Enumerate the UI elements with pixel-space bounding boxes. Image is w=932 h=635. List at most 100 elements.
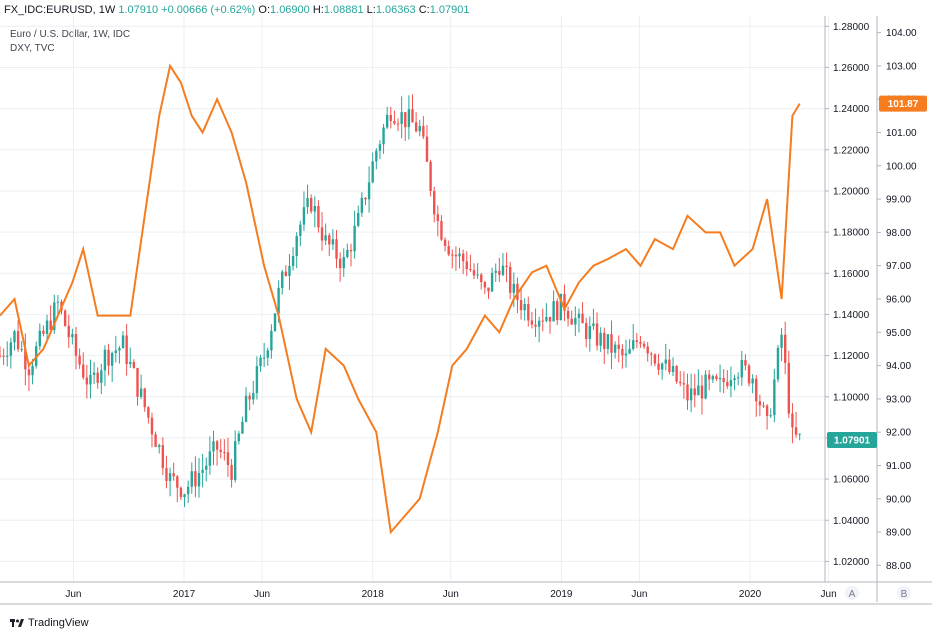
candle xyxy=(259,354,262,372)
candle xyxy=(418,119,421,137)
candle xyxy=(226,437,230,477)
candle xyxy=(375,148,378,170)
candle xyxy=(233,430,237,483)
candle xyxy=(299,220,302,247)
candle xyxy=(711,374,715,383)
eurusd-tick-label: 1.14000 xyxy=(833,310,870,321)
candle xyxy=(476,263,479,279)
candle xyxy=(787,350,791,419)
candle xyxy=(480,272,483,290)
candle xyxy=(63,309,67,327)
scale-button-a[interactable]: A xyxy=(845,586,859,600)
candle xyxy=(132,359,136,369)
candle xyxy=(556,298,559,326)
candle xyxy=(599,327,602,352)
scale-button-b[interactable]: B xyxy=(897,586,911,600)
dxy-tick-label: 91.00 xyxy=(886,461,911,472)
candle xyxy=(309,194,313,214)
candle xyxy=(744,354,747,371)
candle xyxy=(682,371,686,399)
eurusd-tick-label: 1.04000 xyxy=(833,516,870,527)
candle xyxy=(780,327,783,361)
symbol-label: FX_IDC:EURUSD, 1W xyxy=(4,4,116,16)
candle xyxy=(205,457,208,482)
candle xyxy=(2,348,5,366)
candle xyxy=(679,370,682,387)
candle xyxy=(342,248,345,277)
candle xyxy=(686,373,689,410)
time-tick-label: 2019 xyxy=(550,589,573,600)
eurusd-tick-label: 1.20000 xyxy=(833,186,870,197)
candle xyxy=(588,316,592,352)
candle xyxy=(400,96,403,139)
dxy-tick-label: 90.00 xyxy=(886,494,911,505)
candle xyxy=(675,364,678,384)
candle xyxy=(697,369,700,396)
footer[interactable]: TradingView xyxy=(10,614,89,632)
candle xyxy=(38,323,42,351)
candle xyxy=(223,439,226,461)
candle xyxy=(371,152,374,184)
candle xyxy=(168,467,172,497)
candle xyxy=(74,326,78,370)
candle xyxy=(443,237,447,252)
candle xyxy=(291,247,295,271)
candle xyxy=(270,324,273,359)
dxy-tick-label: 96.00 xyxy=(886,295,911,306)
candle xyxy=(653,353,657,367)
candle xyxy=(501,253,505,277)
last-price: 1.07910 xyxy=(118,4,159,16)
candle xyxy=(89,359,92,399)
candle xyxy=(219,438,222,459)
candle xyxy=(45,314,49,340)
candle xyxy=(606,334,610,355)
candle xyxy=(436,205,440,237)
candle xyxy=(324,223,327,246)
candle xyxy=(338,252,342,282)
candle xyxy=(570,310,573,325)
candle xyxy=(505,252,508,283)
candle xyxy=(306,184,309,214)
candle xyxy=(498,257,501,282)
candle xyxy=(791,403,794,444)
candle xyxy=(248,392,251,411)
candle xyxy=(215,440,219,466)
candle xyxy=(96,367,99,389)
candle xyxy=(382,123,385,154)
candle xyxy=(718,364,722,393)
candle xyxy=(0,346,2,358)
dxy-tick-label: 97.00 xyxy=(886,261,911,272)
candle xyxy=(693,374,696,408)
candle xyxy=(31,358,34,385)
price-change: +0.00666 (+0.62%) xyxy=(161,4,256,16)
candle xyxy=(317,200,320,233)
candle xyxy=(751,374,754,394)
open-value: 1.06900 xyxy=(270,4,310,16)
candle xyxy=(237,430,241,445)
low-label: L: xyxy=(366,4,376,16)
svg-text:A: A xyxy=(849,589,856,600)
candle xyxy=(281,269,284,295)
candle xyxy=(71,328,74,345)
candle xyxy=(422,116,425,139)
candle xyxy=(288,254,291,291)
candle xyxy=(121,331,125,349)
candle xyxy=(414,112,418,133)
dxy-tick-label: 103.00 xyxy=(886,61,917,72)
candle xyxy=(266,347,269,366)
eurusd-scale: 1.28000 1.26000 1.24000 1.22000 1.20000 1.180… xyxy=(825,22,870,568)
candle xyxy=(671,357,675,377)
candle xyxy=(411,94,414,123)
candle xyxy=(42,325,45,337)
candle xyxy=(186,480,190,504)
candle xyxy=(378,140,382,160)
eurusd-tick-label: 1.10000 xyxy=(833,392,870,403)
eurusd-tick-label: 1.22000 xyxy=(833,145,870,156)
candle xyxy=(740,350,743,386)
candle xyxy=(201,453,204,488)
candle xyxy=(425,124,429,162)
last-label-dxy: 101.87 xyxy=(879,95,927,112)
candle xyxy=(331,229,335,250)
chart-header: FX_IDC:EURUSD, 1W 1.07910 +0.00666 (+0.6… xyxy=(4,2,469,18)
